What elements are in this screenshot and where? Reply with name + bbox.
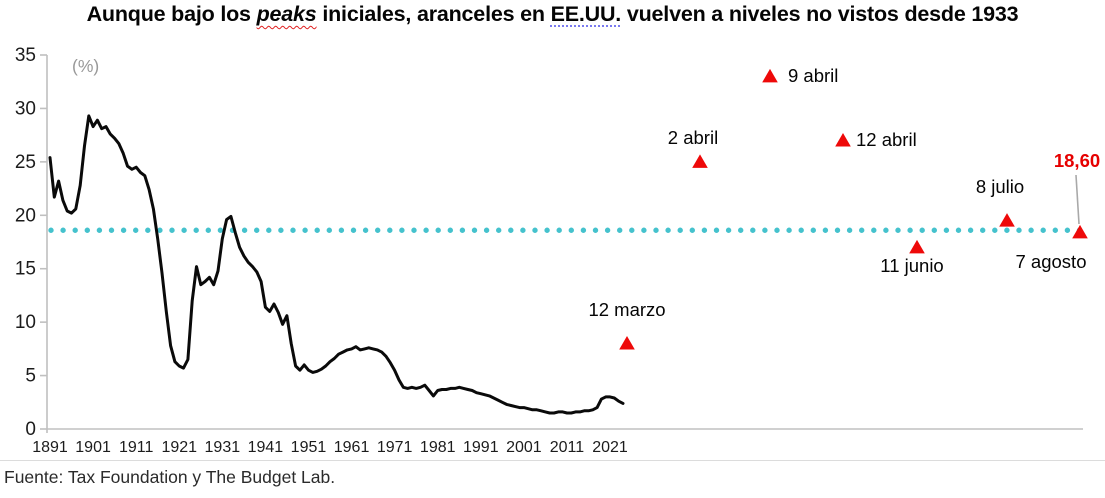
x-tick-label: 2011: [550, 439, 585, 456]
source-note: Fuente: Tax Foundation y The Budget Lab.: [4, 467, 336, 487]
x-tick-label: 1891: [32, 439, 68, 456]
event-marker-8-julio: [999, 213, 1015, 227]
x-tick-label: 1981: [420, 439, 456, 456]
x-tick-label: 1971: [377, 439, 413, 456]
event-marker-7-agosto: [1072, 224, 1088, 239]
x-tick-label: 1931: [205, 439, 241, 456]
title-part1: Aunque bajo los: [86, 2, 257, 26]
y-tick-label: 15: [15, 259, 36, 280]
event-marker-12-marzo: [619, 336, 635, 350]
event-marker-12-abril: [835, 132, 851, 147]
event-marker-2-abril: [692, 154, 708, 168]
title-eeuu-word: EE.UU.: [550, 2, 622, 26]
chart-canvas: 0 5 10 15 20 25 30 35 1891 1901 1911 1921 1931 1941 19…: [0, 45, 1105, 461]
x-tick-label: 1991: [463, 439, 499, 456]
chart-title: Aunque bajo los peaks iniciales, arancel…: [0, 2, 1105, 27]
x-tick-label: 2001: [506, 439, 542, 456]
x-tick-label: 2021: [592, 439, 628, 456]
callout-connector-line: [1075, 174, 1080, 225]
y-tick-label: 20: [15, 205, 36, 226]
title-part2: iniciales, aranceles en: [316, 2, 551, 26]
tariff-line-chart: 0 5 10 15 20 25 30 35 1891 1901 1911 1921 1931 1941 19…: [0, 45, 1105, 461]
y-tick-label: 5: [25, 366, 36, 387]
y-tick-label: 30: [15, 98, 36, 119]
x-tick-label: 1951: [291, 439, 327, 456]
x-tick-label: 1941: [248, 439, 284, 456]
y-tick-label: 10: [15, 312, 36, 333]
y-tick-label: 25: [15, 152, 36, 173]
y-tick-label: 0: [25, 419, 36, 440]
x-tick-label: 1961: [334, 439, 370, 456]
y-tick-label: 35: [15, 45, 36, 66]
unit-label: (%): [72, 56, 99, 76]
tariff-history-line: [48, 114, 625, 415]
x-tick-label: 1921: [161, 439, 197, 456]
title-part3: vuelven a niveles no vistos desde 1933: [621, 2, 1019, 26]
event-marker-9-abril: [762, 68, 778, 83]
x-tick-label: 1911: [119, 439, 154, 456]
event-marker-11-junio: [909, 239, 925, 254]
title-peaks-word: peaks: [256, 2, 317, 26]
x-tick-label: 1901: [75, 439, 111, 456]
